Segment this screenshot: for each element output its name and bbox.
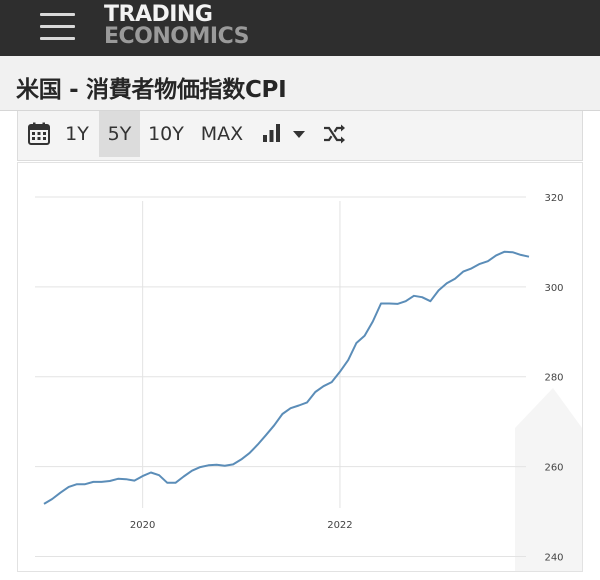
x-tick-label: 2022 [327, 520, 352, 531]
y-tick-label: 320 [544, 193, 563, 204]
x-axis-ticks: 2020 2022 [130, 520, 353, 531]
range-1y-button[interactable]: 1Y [65, 123, 89, 145]
chart-toolbar: 1Y 5Y 10Y MAX [17, 111, 583, 161]
watermark-shape [515, 388, 582, 571]
caret-down-icon[interactable] [290, 111, 308, 157]
top-navigation-bar: TRADING ECONOMICS [0, 0, 600, 56]
logo-line1: TRADING [104, 2, 213, 27]
chart-container: 240 260 280 300 320 2020 2022 [17, 162, 583, 572]
y-tick-label: 280 [544, 373, 563, 384]
y-tick-label: 260 [544, 463, 563, 474]
y-tick-label: 300 [544, 283, 563, 294]
hamburger-menu-icon[interactable] [40, 13, 75, 41]
trading-economics-logo[interactable]: TRADING ECONOMICS [104, 4, 249, 48]
calendar-icon[interactable] [26, 111, 52, 157]
title-bar: 米国 - 消費者物価指数CPI [0, 56, 600, 111]
range-max-button[interactable]: MAX [200, 123, 244, 145]
cpi-series-line[interactable] [43, 250, 530, 505]
shuffle-icon[interactable] [321, 111, 347, 157]
page-title: 米国 - 消費者物価指数CPI [16, 77, 287, 103]
chart-series [43, 250, 530, 505]
y-axis-ticks: 240 260 280 300 320 [544, 193, 563, 564]
y-tick-label: 240 [544, 553, 563, 564]
cpi-line-chart[interactable]: 240 260 280 300 320 2020 2022 [18, 163, 582, 571]
x-tick-label: 2020 [130, 520, 155, 531]
bar-chart-icon[interactable] [260, 111, 284, 157]
range-5y-button[interactable]: 5Y [99, 111, 140, 157]
range-10y-button[interactable]: 10Y [148, 123, 184, 145]
logo-line2: ECONOMICS [104, 24, 249, 49]
chart-grid [35, 196, 526, 558]
